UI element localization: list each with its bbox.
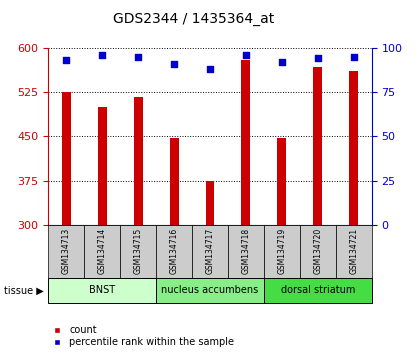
Bar [98,107,107,225]
Bar [156,225,192,278]
Bar [120,225,156,278]
Point [207,66,213,72]
Text: GSM134713: GSM134713 [62,228,71,274]
Legend: count, percentile rank within the sample: count, percentile rank within the sample [47,325,234,347]
Point [350,54,357,59]
Bar [48,225,84,278]
Bar [156,278,264,303]
Point [171,61,177,67]
Text: GDS2344 / 1435364_at: GDS2344 / 1435364_at [113,12,274,27]
Bar [134,97,143,225]
Point [135,54,142,59]
Bar [241,59,250,225]
Bar [192,225,228,278]
Bar [336,225,372,278]
Bar [264,225,300,278]
Bar [300,225,336,278]
Point [99,52,105,58]
Point [315,56,321,61]
Point [278,59,285,65]
Bar [264,278,372,303]
Text: GSM134715: GSM134715 [134,228,143,274]
Bar [313,67,322,225]
Text: dorsal striatum: dorsal striatum [281,285,355,295]
Text: BNST: BNST [89,285,115,295]
Bar [349,72,358,225]
Bar [228,225,264,278]
Text: GSM134717: GSM134717 [205,228,215,274]
Bar [170,138,178,225]
Bar [62,92,71,225]
Text: GSM134716: GSM134716 [170,228,178,274]
Text: GSM134719: GSM134719 [277,228,286,274]
Text: nucleus accumbens: nucleus accumbens [161,285,259,295]
Text: GSM134720: GSM134720 [313,228,322,274]
Bar [205,181,215,225]
Text: GSM134714: GSM134714 [98,228,107,274]
Text: tissue ▶: tissue ▶ [4,285,44,295]
Bar [48,278,156,303]
Point [243,52,249,58]
Text: GSM134721: GSM134721 [349,228,358,274]
Bar [84,225,120,278]
Text: GSM134718: GSM134718 [241,228,250,274]
Point [63,57,70,63]
Bar [277,138,286,225]
